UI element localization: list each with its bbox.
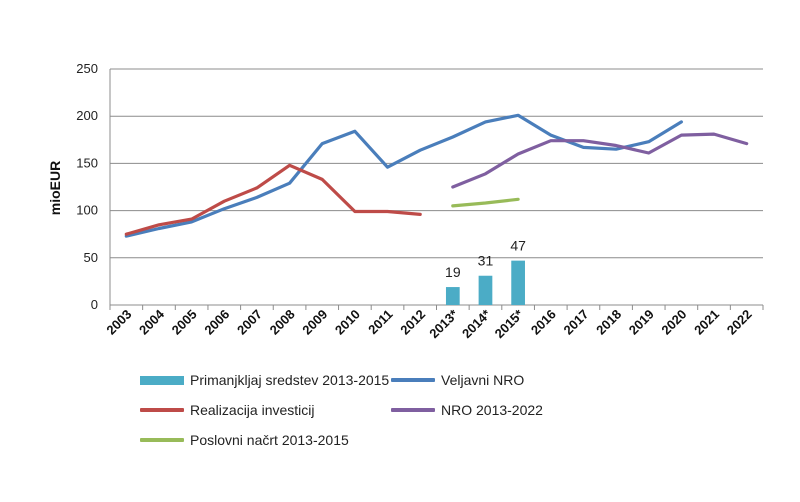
- data-label: 47: [510, 238, 526, 254]
- legend-label: Realizacija investicij: [190, 402, 315, 418]
- legend-item-poslovni-nacrt: Poslovni načrt 2013-2015: [140, 432, 349, 448]
- x-tick-label: 2018: [593, 307, 624, 338]
- legend-item-nro-2013-2022: NRO 2013-2022: [391, 402, 543, 418]
- x-tick-label: 2005: [169, 307, 200, 338]
- y-tick-label: 50: [84, 250, 98, 265]
- x-tick-label: 2020: [658, 307, 689, 338]
- x-tick-label: 2013*: [426, 306, 461, 341]
- x-tick-label: 2012: [397, 307, 428, 338]
- series-line: [451, 197, 520, 208]
- y-tick-label: 150: [76, 155, 98, 170]
- x-tick-label: 2021: [691, 307, 722, 338]
- x-tick-label: 2004: [136, 306, 168, 338]
- y-axis-label: mioEUR: [47, 161, 63, 215]
- legend-label: NRO 2013-2022: [441, 402, 543, 418]
- legend-item-primanjkljaj: Primanjkljaj sredstev 2013-2015: [140, 372, 389, 388]
- y-tick-label: 0: [91, 297, 98, 312]
- legend-item-veljavni-nro: Veljavni NRO: [391, 372, 524, 388]
- x-tick-label: 2019: [626, 307, 657, 338]
- legend-item-realizacija: Realizacija investicij: [140, 402, 315, 418]
- y-tick-label: 100: [76, 203, 98, 218]
- bar: [511, 260, 525, 305]
- legend-swatch: [391, 378, 435, 382]
- x-tick-label: 2007: [234, 307, 265, 338]
- x-tick-label: 2022: [724, 307, 755, 338]
- legend-label: Primanjkljaj sredstev 2013-2015: [190, 372, 390, 388]
- x-tick-label: 2006: [201, 307, 232, 338]
- x-tick-label: 2015*: [492, 306, 527, 341]
- bar: [478, 275, 493, 305]
- series-line: [124, 163, 422, 236]
- x-tick-label: 2009: [299, 307, 330, 338]
- legend-swatch: [140, 408, 184, 412]
- y-tick-label: 250: [76, 61, 98, 76]
- y-tick-label: 200: [76, 108, 98, 123]
- legend-swatch: [140, 375, 184, 385]
- series-line: [124, 113, 684, 238]
- legend-label: Veljavni NRO: [441, 372, 525, 388]
- x-tick-label: 2016: [528, 307, 559, 338]
- x-tick-label: 2014*: [459, 306, 494, 341]
- legend-swatch: [140, 438, 184, 442]
- legend-swatch: [391, 408, 435, 412]
- x-tick-label: 2010: [332, 307, 363, 338]
- x-tick-label: 2011: [365, 307, 396, 338]
- data-label: 19: [445, 264, 461, 280]
- x-tick-label: 2008: [267, 307, 298, 338]
- bar: [445, 287, 460, 305]
- x-tick-label: 2003: [103, 307, 134, 338]
- data-label: 31: [478, 253, 494, 269]
- x-tick-label: 2017: [560, 307, 591, 338]
- series-line: [451, 132, 749, 189]
- legend-label: Poslovni načrt 2013-2015: [190, 432, 349, 448]
